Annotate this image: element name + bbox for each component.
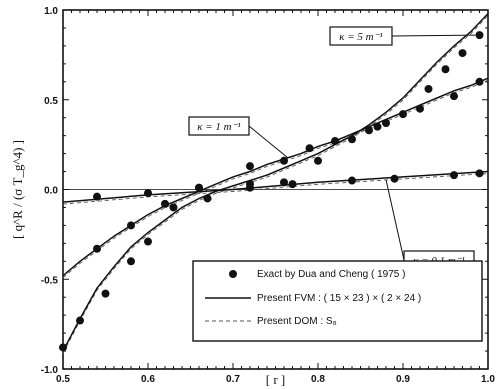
exact-point (246, 180, 254, 189)
x-tick-label: 0.9 (396, 374, 410, 385)
annotation-box (188, 116, 250, 136)
x-tick-label: 0.8 (311, 374, 325, 385)
annotation-label: κ = 1 m⁻¹ (197, 121, 241, 133)
exact-point (348, 135, 356, 144)
axis-layer: 0.5 0.6 0.7 0.8 0.9 1.0 1.0 0.5 0.0 -0.5 -1.0 [ r ]… (10, 6, 495, 387)
exact-point (399, 110, 407, 119)
exact-point (144, 237, 152, 246)
exact-point (450, 171, 458, 180)
exact-point (76, 316, 84, 325)
legend-marker-exact (229, 270, 237, 278)
x-tick-label: 1.0 (481, 374, 495, 385)
exact-point (280, 178, 288, 187)
exact-point (373, 122, 382, 131)
annotation-leader (385, 179, 405, 261)
x-tick-label: 0.5 (56, 374, 70, 385)
annotation-label: κ = 5 m⁻¹ (339, 31, 383, 43)
exact-point (441, 65, 450, 74)
annotation-box (329, 26, 393, 46)
x-tick-label: 0.6 (141, 374, 155, 385)
exact-point (169, 203, 178, 212)
fvm-curve-2 (62, 170, 489, 203)
dom-curve-0 (62, 15, 489, 354)
exact-point (382, 119, 390, 128)
legend-label-fvm: Present FVM : ( 15 × 23 ) × ( 2 × 24 ) (257, 293, 421, 304)
y-tick-label: 0.0 (44, 186, 58, 197)
exact-point (475, 31, 484, 40)
exact-point (288, 180, 297, 189)
legend-box (192, 260, 483, 342)
annotation-leader (391, 34, 476, 37)
y-tick-label: 0.5 (44, 96, 58, 107)
exact-point (101, 289, 110, 298)
exact-point (390, 174, 399, 183)
legend: Exact by Dua and Cheng ( 1975 ) Present F… (192, 260, 483, 342)
fvm-curve-0 (62, 13, 489, 352)
legend-label-dom: Present DOM : S₈ (257, 316, 337, 327)
x-axis-title: [ r ] (266, 372, 286, 387)
exact-point (475, 169, 484, 178)
exact-point (365, 126, 373, 135)
exact-point (475, 77, 484, 86)
exact-point (246, 162, 254, 171)
exact-point (161, 199, 169, 208)
x-tick-label: 0.7 (226, 374, 240, 385)
exact-point (305, 144, 314, 153)
exact-point (348, 176, 356, 185)
fvm-curve-1 (62, 77, 489, 277)
y-axis-title: [ q^R / (σ T_g^4) ] (10, 140, 25, 239)
exact-point (59, 343, 67, 352)
exact-point (458, 49, 467, 58)
exact-points (59, 31, 484, 352)
exact-point (195, 183, 203, 192)
y-tick-label: 1.0 (44, 6, 58, 17)
exact-point (416, 104, 424, 113)
y-tick-label: -1.0 (41, 365, 59, 376)
exact-point (127, 257, 135, 266)
annotation-leader (248, 125, 289, 159)
dom-curve-1 (62, 79, 489, 279)
exact-point (93, 192, 101, 201)
y-tick-label: -0.5 (41, 275, 59, 286)
exact-point (93, 244, 101, 253)
dom-curve-2 (62, 173, 489, 205)
legend-label-exact: Exact by Dua and Cheng ( 1975 ) (257, 269, 405, 280)
exact-point (280, 156, 288, 165)
annotations: κ = 5 m⁻¹κ = 1 m⁻¹κ = 0.1 m⁻¹ (188, 26, 476, 270)
exact-point (331, 137, 339, 146)
exact-point (127, 221, 135, 230)
exact-point (450, 92, 458, 101)
exact-point (314, 156, 322, 165)
exact-point (144, 189, 152, 198)
exact-point (203, 194, 212, 203)
exact-point (424, 84, 433, 93)
